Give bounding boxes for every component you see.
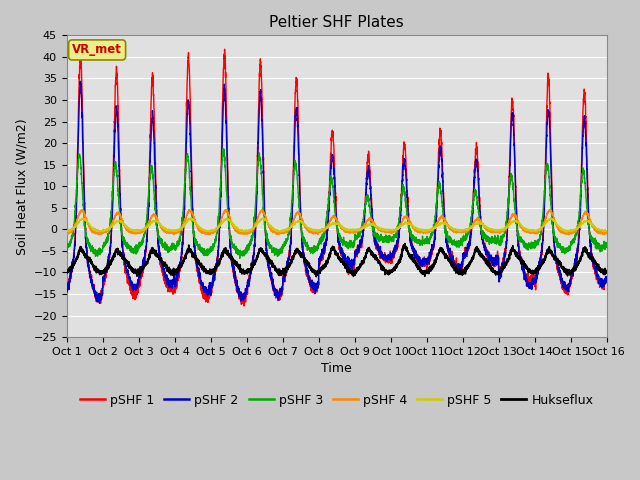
X-axis label: Time: Time bbox=[321, 362, 352, 375]
Legend: pSHF 1, pSHF 2, pSHF 3, pSHF 4, pSHF 5, Hukseflux: pSHF 1, pSHF 2, pSHF 3, pSHF 4, pSHF 5, … bbox=[75, 389, 598, 412]
Title: Peltier SHF Plates: Peltier SHF Plates bbox=[269, 15, 404, 30]
Y-axis label: Soil Heat Flux (W/m2): Soil Heat Flux (W/m2) bbox=[15, 118, 28, 254]
Text: VR_met: VR_met bbox=[72, 43, 122, 57]
